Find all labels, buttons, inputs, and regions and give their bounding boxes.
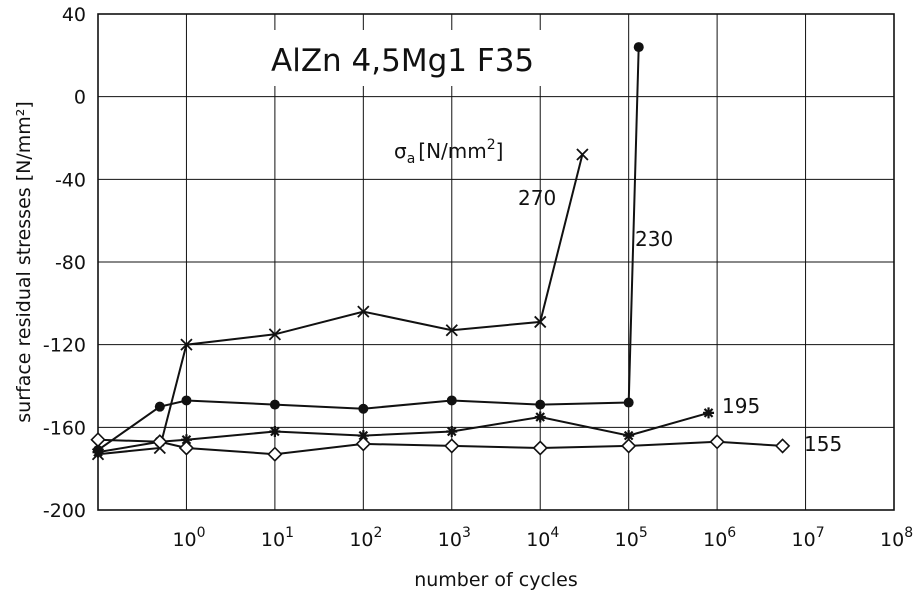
data-point-circle-marker (358, 403, 369, 414)
x-tick-label: 106 (703, 525, 736, 551)
x-tick-label: 107 (792, 525, 825, 551)
data-point-circle-marker (181, 395, 192, 406)
x-tick-label: 104 (526, 525, 559, 551)
data-point-x-marker (534, 315, 547, 329)
legend-title-superscript: 2 (487, 137, 496, 153)
data-point-asterisk-marker (92, 446, 104, 458)
legend-title: σa [N/mm2] (394, 137, 503, 167)
series-label-155: 155 (804, 432, 842, 456)
data-point-x-marker (445, 324, 458, 337)
series-line-230 (97, 47, 640, 451)
data-point-x-marker (357, 305, 370, 318)
data-point-diamond-marker (267, 446, 283, 462)
title-background (264, 30, 556, 86)
data-point-circle-marker (154, 401, 165, 412)
y-tick-label: -160 (43, 417, 86, 439)
x-tick-label: 108 (880, 525, 913, 551)
x-tick-label: 103 (438, 525, 471, 551)
y-tick-label: 40 (62, 4, 86, 26)
data-point-circle-marker (535, 399, 546, 410)
data-point-diamond-marker (709, 434, 725, 450)
series-line-270 (97, 154, 584, 456)
data-point-circle-marker (633, 42, 644, 53)
data-point-diamond-marker (90, 432, 106, 448)
series-155 (90, 432, 791, 462)
legend-title-close: ] (496, 139, 504, 163)
chart-title: AlZn 4,5Mg1 F35 (271, 43, 534, 79)
data-point-diamond-marker (178, 440, 195, 456)
y-tick-labels: 40 0 -40 -80 -120 -160 -200 (43, 4, 86, 522)
series-label-195: 195 (722, 394, 760, 418)
data-point-diamond-marker (355, 436, 371, 452)
data-point-circle-marker (446, 395, 457, 406)
data-point-asterisk-marker (623, 430, 635, 442)
data-point-asterisk-marker (269, 425, 281, 437)
y-tick-label: -40 (55, 169, 86, 191)
series-label-270: 270 (518, 186, 556, 210)
series-line-155 (97, 438, 783, 456)
data-point-circle-marker (623, 397, 634, 408)
x-tick-label: 101 (261, 525, 294, 551)
data-point-diamond-marker (444, 438, 460, 454)
y-tick-label: -200 (43, 500, 86, 522)
x-tick-label: 105 (615, 525, 648, 551)
series-230 (93, 42, 644, 456)
data-point-diamond-marker (774, 438, 791, 454)
series-270 (91, 148, 589, 461)
data-point-circle-marker (269, 399, 280, 410)
x-axis-label: number of cycles (414, 569, 578, 591)
series-label-230: 230 (635, 227, 673, 251)
y-tick-label: 0 (74, 87, 86, 109)
data-point-asterisk-marker (703, 407, 715, 419)
series (90, 42, 791, 462)
legend-title-unit: [N/mm (418, 139, 486, 163)
data-point-asterisk-marker (357, 430, 369, 442)
y-axis-label: surface residual stresses [N/mm²] (13, 101, 35, 423)
plot-frame (97, 13, 895, 511)
data-point-asterisk-marker (534, 411, 546, 423)
data-point-asterisk-marker (180, 434, 192, 446)
legend-title-subscript: a (407, 151, 416, 167)
data-point-x-marker (180, 338, 193, 351)
x-tick-label: 102 (349, 525, 382, 551)
grid (98, 14, 894, 510)
data-point-x-marker (268, 328, 282, 341)
data-point-asterisk-marker (446, 425, 458, 437)
x-tick-label: 100 (172, 525, 205, 551)
data-point-diamond-marker (152, 434, 168, 450)
x-tick-labels: 100 101 102 103 104 105 106 107 108 (172, 525, 913, 551)
y-tick-label: -80 (55, 252, 86, 274)
data-point-diamond-marker (621, 438, 637, 454)
data-point-x-marker (576, 148, 589, 161)
data-point-diamond-marker (532, 440, 548, 456)
legend-title-symbol: σ (394, 139, 407, 163)
y-tick-label: -120 (43, 335, 86, 357)
